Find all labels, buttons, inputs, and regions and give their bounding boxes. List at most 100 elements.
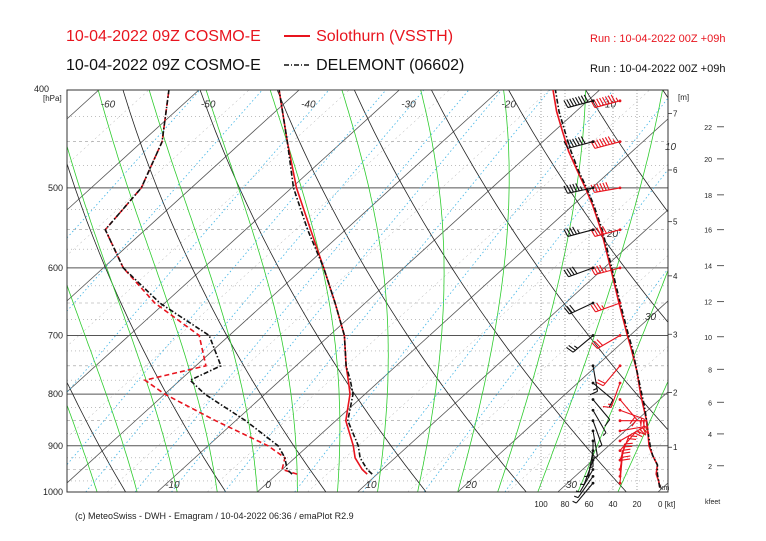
wind-speed-label: 10 xyxy=(665,142,677,153)
wind-barb-feather xyxy=(572,226,578,235)
temperature-label: -30 xyxy=(401,99,416,110)
mixing-ratio-line xyxy=(67,90,330,393)
wind-barb-base xyxy=(618,381,622,385)
wind-barb-base xyxy=(618,334,622,337)
temperature-label: -10 xyxy=(165,480,180,491)
temperature-label: -20 xyxy=(501,99,516,110)
isotherm-line xyxy=(607,437,668,492)
delemont-wind-barb xyxy=(563,301,595,315)
model-time-solothurn: 10-04-2022 09Z COSMO-E xyxy=(66,28,261,45)
axis-pressure-tick: 600 xyxy=(48,263,63,273)
wind-barb-base xyxy=(591,474,595,478)
isotherm-line xyxy=(67,90,200,211)
wind-barb-half-feather xyxy=(572,500,577,504)
dry-adiabat-line xyxy=(662,90,668,99)
axis-pressure-tick: 1000 xyxy=(43,487,63,497)
wind-barb-feather xyxy=(628,435,638,438)
kfeet-axis-label: 20 xyxy=(704,157,712,164)
wind-barb-feather xyxy=(572,138,578,147)
run-solothurn: Run : 10-04-2022 00Z +09h xyxy=(590,33,726,45)
footer-credit: (c) MeteoSwiss - DWH - Emagram / 10-04-2… xyxy=(75,511,354,521)
wind-barb-feather xyxy=(593,140,599,148)
legend-solid-line-icon xyxy=(283,35,310,37)
moist-adiabat-line xyxy=(0,90,57,492)
wind-barb-feather xyxy=(599,138,605,147)
wind-barb-shaft xyxy=(619,443,626,470)
station-solothurn: Solothurn (VSSTH) xyxy=(316,28,454,45)
wind-barb-base xyxy=(591,228,595,232)
temperature-label: 20 xyxy=(465,480,478,491)
wind-barb-base xyxy=(591,419,595,423)
wind-barb-feather xyxy=(568,345,576,351)
mixing-ratio-line xyxy=(171,90,503,492)
wind-barb-feather xyxy=(601,225,607,234)
wind-barb-base xyxy=(618,99,622,103)
solothurn-wind-barb xyxy=(590,94,622,109)
wind-barb-shaft xyxy=(567,187,594,194)
wind-barb-feather xyxy=(645,420,649,429)
wind-barb-feather xyxy=(563,307,570,315)
wind-barb-feather xyxy=(605,182,610,191)
wind-speed-label: 30 xyxy=(645,312,657,323)
kt-axis-unit: 0 [kt] xyxy=(658,500,675,509)
wind-barb-base xyxy=(591,301,595,305)
delemont-wind-barb xyxy=(563,136,595,149)
wind-barb-half-feather xyxy=(636,430,641,435)
wind-barb-half-feather xyxy=(576,229,580,234)
delemont-wind-barb xyxy=(591,429,599,459)
wind-barb-half-feather xyxy=(639,427,642,432)
mixing-ratio-line xyxy=(362,97,668,492)
delemont-wind-speed-profile-line xyxy=(554,90,661,488)
isotherm-line xyxy=(67,90,100,120)
isotherm-line xyxy=(407,255,668,492)
wind-barb-feather xyxy=(580,136,586,145)
wind-speed-label: 20 xyxy=(606,229,619,240)
wind-barb-feather xyxy=(593,228,599,236)
wind-barb-feather xyxy=(569,139,575,148)
moist-adiabat-line xyxy=(617,380,668,492)
wind-barb-base xyxy=(591,186,595,190)
background-grid xyxy=(0,90,766,492)
wind-barb-shaft xyxy=(597,335,621,349)
wind-barb-shaft xyxy=(619,399,638,420)
wind-barb-shaft xyxy=(619,427,643,442)
kfeet-axis-label: 8 xyxy=(708,367,712,374)
wind-barb-feather xyxy=(629,416,636,425)
km-axis-label: 6 xyxy=(673,166,678,175)
wind-barb-base xyxy=(618,408,622,412)
wind-barb-feather xyxy=(566,268,572,277)
km-axis-label: 7 xyxy=(673,109,678,118)
isotherm-line xyxy=(67,90,500,484)
wind-barb-half-feather xyxy=(601,305,605,310)
isotherm-line xyxy=(67,90,450,438)
delemont-wind-barb xyxy=(591,419,603,448)
title-delemont: 10-04-2022 09Z COSMO-E DELEMONT (06602) xyxy=(66,57,464,75)
wind-barb-base xyxy=(618,228,622,232)
wind-barb-feather xyxy=(602,182,607,191)
wind-barb-feather xyxy=(627,438,637,440)
solothurn-wind-barb xyxy=(590,264,622,276)
km-label: km xyxy=(660,485,670,492)
solothurn-wind-barb xyxy=(618,427,649,443)
wind-barb-base xyxy=(618,301,622,305)
wind-barb-base xyxy=(591,266,595,270)
wind-barb-feather xyxy=(569,184,574,193)
wind-barb-feather xyxy=(599,264,605,273)
wind-barb-feather xyxy=(566,346,574,353)
wind-barb-feather xyxy=(577,96,583,104)
wind-barb-feather xyxy=(607,136,613,145)
wind-barb-feather xyxy=(601,137,607,146)
wind-barb-shaft xyxy=(577,476,594,498)
wind-barb-feather xyxy=(604,419,611,427)
wind-barb-feather xyxy=(642,426,647,435)
axis-pressure-tick: 800 xyxy=(48,389,63,399)
kfeet-axis-label: 14 xyxy=(704,264,712,271)
wind-barb-shaft xyxy=(595,302,621,313)
kfeet-axis-label: 18 xyxy=(704,193,712,200)
isotherm-line xyxy=(708,90,766,492)
wind-barb-base xyxy=(591,481,595,485)
wind-barb-shaft xyxy=(594,100,621,109)
wind-barb-half-feather xyxy=(579,186,583,191)
dry-adiabat-line xyxy=(0,90,25,492)
